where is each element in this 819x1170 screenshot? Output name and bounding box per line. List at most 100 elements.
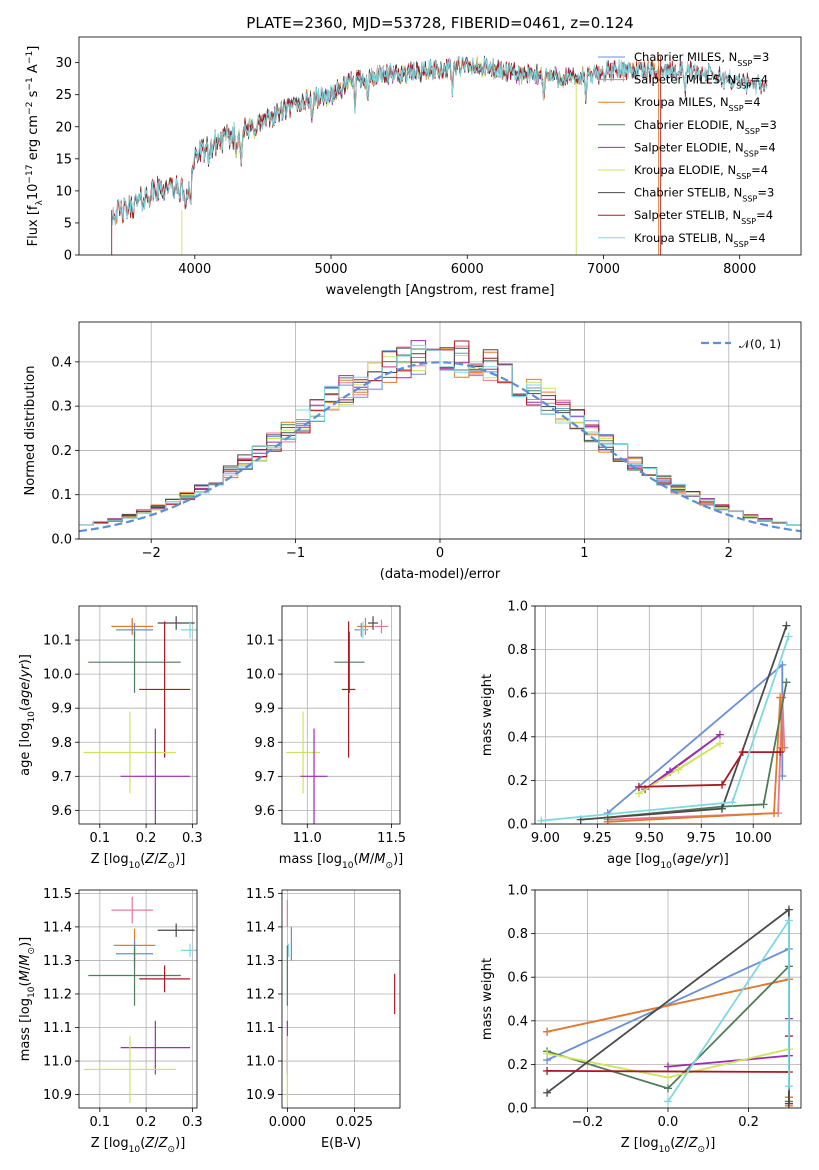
y-tick-label: 5 — [64, 216, 72, 231]
plus-marker — [543, 1027, 552, 1036]
panel-spectrum: 4000 5000 6000 7000 8000 0 5 10 15 20 25 30 Chabrier… — [25, 36, 802, 298]
y-axis-label: mass weight — [480, 674, 495, 756]
spectrum-series-line — [181, 57, 577, 208]
y-tick-label: 11.3 — [43, 954, 72, 969]
y-tick-label: 10.9 — [246, 1088, 275, 1103]
x-axis-label: E(B-V) — [321, 1136, 361, 1151]
y-tick-label: 9.8 — [51, 736, 72, 751]
axes-overlay: 0.1 0.2 0.3 10.9 11.0 11.1 11.2 11.3 11.4 11.5 Z [… — [18, 887, 203, 1155]
histogram-series — [79, 340, 801, 526]
legend-label: Salpeter ELODIE, NSSP=4 — [634, 140, 776, 158]
plus-marker — [718, 780, 727, 789]
legend-label: Chabrier ELODIE, NSSP=3 — [634, 118, 777, 136]
y-tick-label: 11.2 — [246, 987, 275, 1002]
plus-marker — [784, 1099, 793, 1108]
y-tick-label: 0.0 — [507, 1102, 528, 1117]
plus-marker — [782, 678, 791, 687]
plus-marker — [769, 809, 778, 818]
plus-marker — [543, 1049, 552, 1058]
y-tick-label: 0.6 — [507, 971, 528, 986]
axes-overlay: 4000 5000 6000 7000 8000 0 5 10 15 20 25 30 Chabrier… — [25, 36, 802, 298]
plus-marker — [715, 739, 724, 748]
axes-frame — [78, 605, 198, 825]
plot-area — [83, 896, 197, 1103]
x-tick-label: 1 — [580, 546, 588, 561]
axes-frame — [534, 605, 802, 825]
y-tick-label: 9.9 — [51, 702, 72, 717]
plot-area — [83, 616, 197, 824]
plus-marker — [634, 782, 643, 791]
plot-area — [537, 621, 793, 824]
y-tick-label: 0.6 — [507, 687, 528, 702]
y-tick-label: 11.1 — [246, 1021, 275, 1036]
plus-marker — [782, 621, 791, 630]
plus-marker — [664, 1084, 672, 1093]
plus-marker — [674, 765, 683, 774]
plus-marker — [664, 1062, 672, 1071]
x-tick-label: 11.5 — [377, 831, 406, 846]
axes-overlay: −2 −1 0 1 2 0.0 0.1 0.2 0.3 0.4 𝒩(0, 1) (data-model… — [23, 321, 802, 582]
y-tick-label: 11.5 — [246, 887, 275, 902]
y-tick-label: 9.6 — [51, 804, 72, 819]
y-tick-label: 10.0 — [43, 668, 72, 683]
x-tick-label: −0.2 — [572, 1115, 604, 1130]
y-tick-label: 11.0 — [43, 1055, 72, 1070]
axes-overlay: 9.00 9.25 9.50 9.75 10.00 0.0 0.2 0.4 0.6 0.8 1.0 a… — [480, 600, 802, 871]
legend-label: Chabrier STELIB, NSSP=3 — [634, 186, 774, 204]
y-tick-label: 9.9 — [254, 702, 275, 717]
plus-marker — [784, 905, 793, 914]
plot-area — [286, 616, 389, 824]
x-tick-label: 0.3 — [182, 1115, 203, 1130]
y-tick-label: 1.0 — [507, 884, 528, 899]
y-tick-label: 30 — [55, 56, 72, 71]
y-tick-label: 0.4 — [507, 1014, 528, 1029]
y-tick-label: 0.2 — [51, 444, 72, 459]
panel-mass_vs_Z: 0.1 0.2 0.3 10.9 11.0 11.1 11.2 11.3 11.4 11.5 Z [… — [18, 887, 203, 1155]
x-axis-label: Z [log10(Z/Z⊙)] — [621, 1136, 716, 1155]
plus-marker — [784, 916, 793, 925]
legend: Chabrier MILES, NSSP=3 Salpeter MILES, NS… — [598, 50, 777, 248]
x-axis-label: Z [log10(Z/Z⊙)] — [91, 852, 186, 871]
x-tick-label: 6000 — [451, 262, 484, 277]
chart-title: PLATE=2360, MJD=53728, FIBERID=0461, z=0… — [246, 14, 633, 32]
y-tick-label: 11.5 — [43, 887, 72, 902]
plus-marker — [543, 1066, 552, 1075]
axes-frame — [78, 889, 198, 1109]
mass-weight-line — [607, 662, 784, 814]
plus-marker — [728, 798, 737, 807]
legend-label: Kroupa STELIB, NSSP=4 — [634, 231, 766, 249]
y-tick-label: 0.1 — [51, 488, 72, 503]
x-axis-label: mass [log10(M/M⊙)] — [279, 852, 403, 871]
plot-area — [111, 55, 768, 255]
x-tick-label: 9.00 — [531, 831, 560, 846]
plot-area — [286, 900, 396, 1103]
plus-marker — [715, 730, 724, 739]
y-tick-label: 11.4 — [43, 920, 72, 935]
plus-marker — [776, 748, 785, 757]
y-tick-label: 9.7 — [254, 770, 275, 785]
axes-overlay: 0.1 0.2 0.3 9.6 9.7 9.8 9.9 10.0 10.1 Z [log10(Z/… — [18, 605, 203, 871]
mass-weight-line — [541, 636, 790, 822]
x-tick-label: 7000 — [587, 262, 620, 277]
axes-frame — [281, 889, 401, 1109]
legend-label: Salpeter STELIB, NSSP=4 — [634, 208, 773, 226]
y-axis-label: mass [log10(M/M⊙)] — [18, 937, 37, 1061]
plus-marker — [664, 1097, 672, 1106]
plus-marker — [543, 1088, 552, 1097]
y-tick-label: 0.2 — [507, 1058, 528, 1073]
x-axis-label: (data-model)/error — [380, 567, 501, 582]
y-tick-label: 0.4 — [51, 355, 72, 370]
y-tick-label: 0.3 — [51, 400, 72, 415]
y-axis-label: age [log10(age/yr)] — [18, 654, 37, 776]
plus-marker — [778, 743, 787, 752]
plus-marker — [784, 632, 793, 641]
x-tick-label: 0.1 — [89, 1115, 110, 1130]
panel-mass_weight_vs_Z: −0.2 0.0 0.2 0.0 0.2 0.4 0.6 0.8 1.0 Z [log10(Z/Z… — [480, 884, 802, 1155]
legend-label: Kroupa ELODIE, NSSP=4 — [634, 163, 768, 181]
y-tick-label: 0.8 — [507, 643, 528, 658]
y-tick-label: 0.2 — [507, 774, 528, 789]
panel-mass_weight_vs_age: 9.00 9.25 9.50 9.75 10.00 0.0 0.2 0.4 0.6 0.8 1.0 a… — [480, 600, 802, 871]
legend-label: Chabrier MILES, NSSP=3 — [634, 50, 769, 68]
y-axis-label: Flux [fλ10−17 erg cm−2 s−1 A−1] — [25, 46, 45, 247]
